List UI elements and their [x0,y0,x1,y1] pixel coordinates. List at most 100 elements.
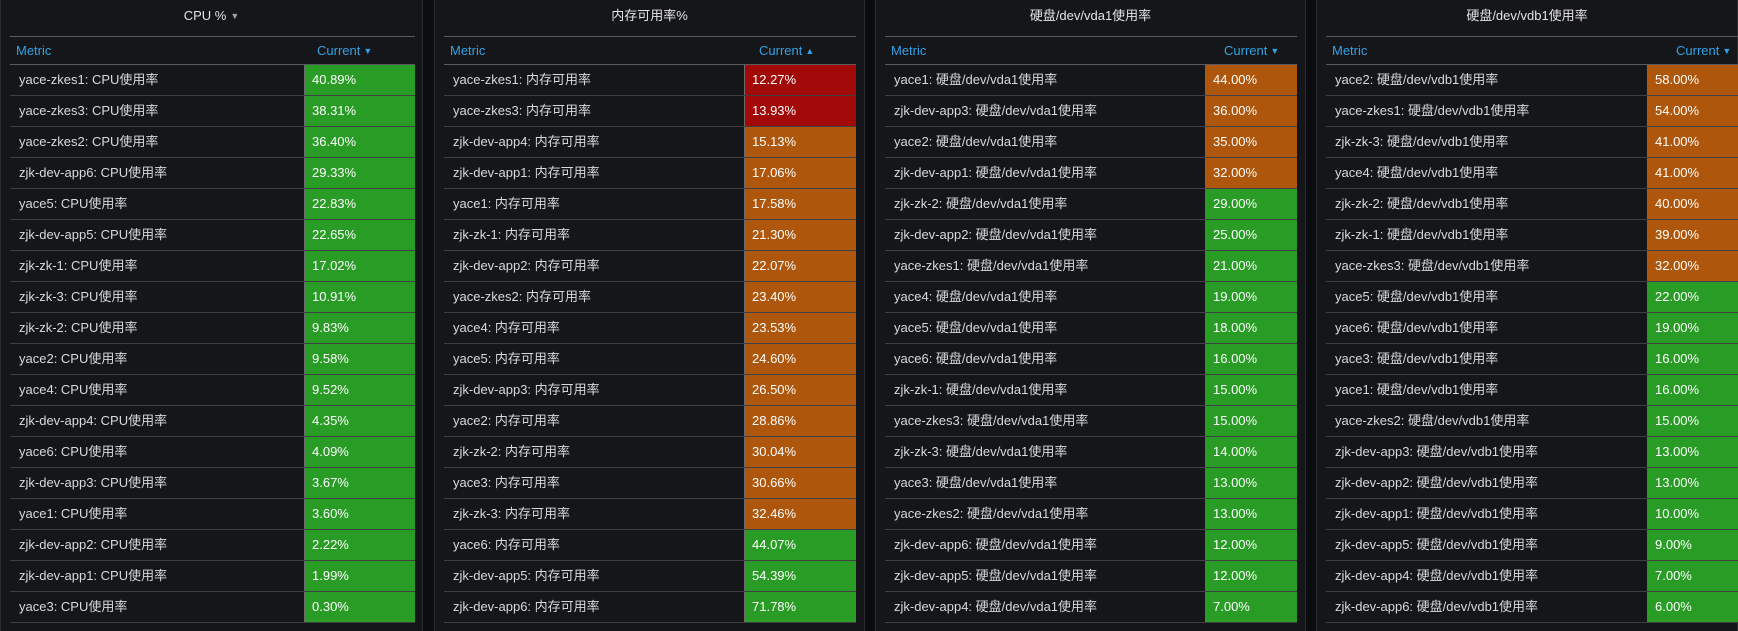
table-row: zjk-zk-3: CPU使用率 10.91% [10,282,415,313]
table-header: Metric Current ▼ [1326,36,1738,65]
panel-title[interactable]: 硬盘/dev/vda1使用率 [876,7,1305,25]
metric-name: yace3: CPU使用率 [19,599,128,614]
table-row: yace2: 硬盘/dev/vda1使用率 35.00% [885,127,1297,158]
metric-name: zjk-dev-app3: 硬盘/dev/vda1使用率 [894,103,1098,118]
metric-value: 24.60% [744,344,856,374]
column-header-metric[interactable]: Metric [16,43,52,58]
metric-value: 30.66% [744,468,856,498]
metric-value: 22.00% [1647,282,1738,312]
metric-name: zjk-zk-2: 硬盘/dev/vda1使用率 [894,196,1068,211]
table-row: yace5: 内存可用率 24.60% [444,344,856,375]
table-row: yace1: 硬盘/dev/vdb1使用率 16.00% [1326,375,1738,406]
metric-value: 40.00% [1647,189,1738,219]
metric-name: yace6: 硬盘/dev/vdb1使用率 [1335,320,1499,335]
metric-name: zjk-dev-app3: 硬盘/dev/vdb1使用率 [1335,444,1539,459]
panel-title-text[interactable]: 硬盘/dev/vdb1使用率 [1466,8,1588,23]
metric-name: zjk-zk-2: CPU使用率 [19,320,138,335]
metric-value: 44.07% [744,530,856,560]
metric-name: yace3: 硬盘/dev/vdb1使用率 [1335,351,1499,366]
metric-value: 9.52% [304,375,415,405]
column-header-metric[interactable]: Metric [450,43,486,58]
panel-title-text[interactable]: 内存可用率% [611,8,688,23]
metric-value: 32.46% [744,499,856,529]
chevron-down-icon[interactable]: ▼ [230,11,240,21]
column-header-current[interactable]: Current ▼ [1224,43,1279,58]
column-header-current-label[interactable]: Current [1224,43,1268,58]
column-header-current[interactable]: Current ▼ [1676,43,1731,58]
metric-value: 38.31% [304,96,415,126]
column-header-current-label[interactable]: Current [759,43,803,58]
metric-name: zjk-dev-app2: 内存可用率 [453,258,600,273]
metric-name: yace4: CPU使用率 [19,382,128,397]
metric-value: 23.40% [744,282,856,312]
metric-value: 13.00% [1205,468,1297,498]
panel-title[interactable]: CPU % ▼ [1,7,422,25]
table-row: yace-zkes2: CPU使用率 36.40% [10,127,415,158]
table-row: yace4: 硬盘/dev/vdb1使用率 41.00% [1326,158,1738,189]
column-header-current-label[interactable]: Current [1676,43,1720,58]
table-row: yace4: 内存可用率 23.53% [444,313,856,344]
metric-value: 54.39% [744,561,856,591]
table-row: zjk-dev-app1: 内存可用率 17.06% [444,158,856,189]
metric-name: zjk-dev-app4: 硬盘/dev/vda1使用率 [894,599,1098,614]
sort-descending-icon[interactable]: ▼ [1270,46,1280,56]
table-row: zjk-zk-1: CPU使用率 17.02% [10,251,415,282]
metric-value: 36.00% [1205,96,1297,126]
panel-title[interactable]: 硬盘/dev/vdb1使用率 [1317,7,1737,25]
metric-value: 40.89% [304,65,415,95]
table-row: zjk-dev-app6: CPU使用率 29.33% [10,158,415,189]
column-header-current[interactable]: Current ▼ [317,43,372,58]
table-row: yace4: CPU使用率 9.52% [10,375,415,406]
metric-value: 71.78% [744,592,856,622]
metric-name: zjk-zk-1: 硬盘/dev/vda1使用率 [894,382,1068,397]
metric-value: 23.53% [744,313,856,343]
sort-ascending-icon[interactable]: ▲ [805,46,815,56]
metric-value: 7.00% [1205,592,1297,622]
table-row: yace-zkes1: CPU使用率 40.89% [10,65,415,96]
table-row: yace-zkes1: 硬盘/dev/vdb1使用率 54.00% [1326,96,1738,127]
metric-table: Metric Current ▲ yace-zkes1: 内存可用率 12.27% yac… [444,36,856,623]
metric-name: zjk-dev-app5: 硬盘/dev/vda1使用率 [894,568,1098,583]
metric-name: yace3: 硬盘/dev/vda1使用率 [894,475,1058,490]
metric-value: 39.00% [1647,220,1738,250]
metric-name: yace-zkes1: CPU使用率 [19,72,159,87]
table-row: zjk-dev-app5: 硬盘/dev/vda1使用率 12.00% [885,561,1297,592]
metric-value: 13.00% [1647,437,1738,467]
table-row: yace6: 硬盘/dev/vdb1使用率 19.00% [1326,313,1738,344]
table-row: zjk-zk-1: 硬盘/dev/vdb1使用率 39.00% [1326,220,1738,251]
table-row: yace5: CPU使用率 22.83% [10,189,415,220]
column-header-metric[interactable]: Metric [891,43,927,58]
metric-name: yace-zkes2: 内存可用率 [453,289,591,304]
metric-value: 26.50% [744,375,856,405]
table-row: zjk-dev-app2: 内存可用率 22.07% [444,251,856,282]
sort-descending-icon[interactable]: ▼ [1722,46,1732,56]
metric-name: zjk-zk-3: 硬盘/dev/vda1使用率 [894,444,1068,459]
table-row: zjk-dev-app1: 硬盘/dev/vdb1使用率 10.00% [1326,499,1738,530]
table-row: zjk-dev-app3: 硬盘/dev/vdb1使用率 13.00% [1326,437,1738,468]
metric-name: zjk-dev-app1: 硬盘/dev/vda1使用率 [894,165,1098,180]
metric-value: 16.00% [1647,375,1738,405]
column-header-metric[interactable]: Metric [1332,43,1368,58]
metric-name: zjk-dev-app3: CPU使用率 [19,475,168,490]
metric-name: zjk-zk-1: 内存可用率 [453,227,571,242]
sort-descending-icon[interactable]: ▼ [363,46,373,56]
table-row: zjk-zk-1: 硬盘/dev/vda1使用率 15.00% [885,375,1297,406]
metric-table: Metric Current ▼ yace2: 硬盘/dev/vdb1使用率 58.00… [1326,36,1738,623]
metric-name: zjk-dev-app6: 硬盘/dev/vda1使用率 [894,537,1098,552]
metric-value: 7.00% [1647,561,1738,591]
column-header-current[interactable]: Current ▲ [759,43,814,58]
metric-name: yace4: 硬盘/dev/vda1使用率 [894,289,1058,304]
metric-name: zjk-dev-app4: CPU使用率 [19,413,168,428]
metric-value: 16.00% [1205,344,1297,374]
table-header: Metric Current ▲ [444,36,856,65]
table-row: yace-zkes2: 内存可用率 23.40% [444,282,856,313]
metric-value: 12.00% [1205,530,1297,560]
panel-title-text[interactable]: 硬盘/dev/vda1使用率 [1029,8,1152,23]
metric-value: 15.13% [744,127,856,157]
panel-title-text[interactable]: CPU % [183,8,227,23]
metric-value: 15.00% [1647,406,1738,436]
column-header-current-label[interactable]: Current [317,43,361,58]
panel-title[interactable]: 内存可用率% [435,7,864,25]
table-row: zjk-zk-2: 硬盘/dev/vda1使用率 29.00% [885,189,1297,220]
metric-value: 29.33% [304,158,415,188]
